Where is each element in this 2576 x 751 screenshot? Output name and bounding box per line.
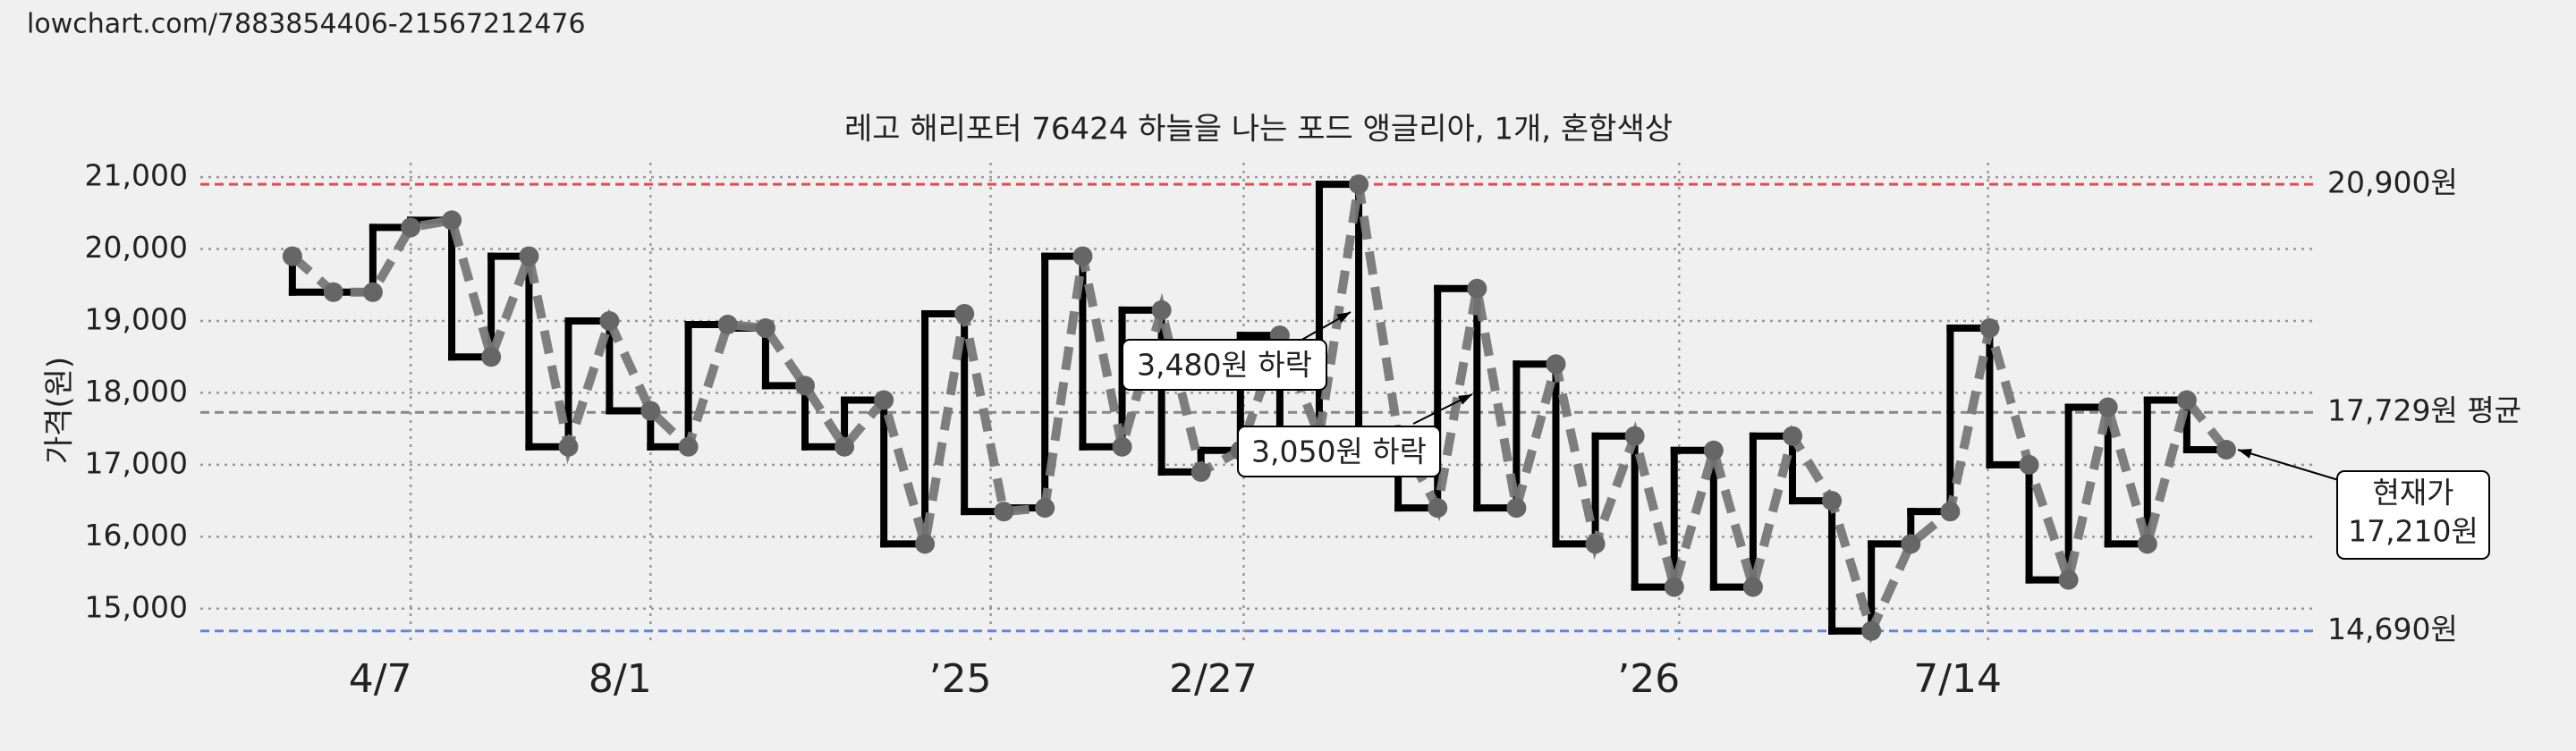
annotation-box bbox=[1122, 339, 1327, 391]
point bbox=[1822, 491, 1843, 511]
point bbox=[481, 347, 502, 367]
point bbox=[954, 303, 975, 324]
point bbox=[1546, 354, 1566, 375]
point bbox=[2097, 397, 2118, 418]
chart-title: 레고 해리포터 76424 하늘을 나는 포드 앵글리아, 1개, 혼합색상 bbox=[844, 112, 1673, 148]
annotation: 3,050원 하락 bbox=[1251, 435, 1427, 469]
y-tick-label: 20,000 bbox=[85, 230, 188, 265]
annotation-arrow bbox=[2237, 449, 2343, 482]
point bbox=[1467, 278, 1487, 299]
current-price-value: 17,210원 bbox=[2348, 514, 2479, 549]
arrow-head bbox=[1336, 312, 1351, 324]
y-tick-label: 18,000 bbox=[85, 374, 188, 409]
point bbox=[1585, 534, 1606, 554]
point bbox=[915, 534, 936, 554]
reference-label: 14,690원 bbox=[2327, 612, 2458, 646]
current-price-label: 현재가 bbox=[2372, 476, 2453, 511]
point bbox=[1072, 246, 1093, 266]
arrow-head bbox=[2238, 449, 2252, 459]
point bbox=[1901, 534, 1921, 554]
x-tick-label: 7/14 bbox=[1913, 656, 2002, 702]
y-axis-label: 가격(원) bbox=[42, 357, 78, 464]
point bbox=[1151, 300, 1172, 320]
point bbox=[599, 310, 620, 331]
point bbox=[835, 436, 855, 457]
point bbox=[1191, 461, 1211, 482]
source-url: lowchart.com/7883854406-21567212476 bbox=[27, 9, 586, 40]
point bbox=[1742, 577, 1763, 597]
y-tick-label: 17,000 bbox=[85, 445, 188, 480]
point bbox=[442, 210, 462, 231]
point bbox=[1861, 620, 1882, 641]
y-tick-label: 21,000 bbox=[85, 158, 188, 193]
trend-line bbox=[289, 183, 2230, 644]
point bbox=[519, 246, 539, 266]
reference-label: 20,900원 bbox=[2327, 165, 2458, 200]
point bbox=[1979, 318, 2000, 339]
point bbox=[1783, 426, 1803, 446]
point bbox=[874, 390, 894, 410]
x-tick-label: ’25 bbox=[929, 656, 992, 702]
point bbox=[678, 436, 699, 457]
point bbox=[1506, 498, 1527, 519]
y-tick-label: 19,000 bbox=[85, 301, 188, 336]
y-tick-label: 15,000 bbox=[85, 589, 188, 624]
point bbox=[1940, 502, 1961, 522]
point bbox=[323, 282, 343, 302]
point bbox=[717, 315, 738, 335]
x-tick-label: ’26 bbox=[1617, 656, 1680, 702]
point bbox=[2137, 534, 2157, 554]
point bbox=[1035, 498, 1055, 519]
annotation: 3,480원 하락 bbox=[1137, 348, 1312, 383]
point bbox=[2019, 454, 2039, 475]
reference-label: 17,729원 평균 bbox=[2327, 393, 2521, 428]
point bbox=[558, 436, 579, 457]
point bbox=[362, 282, 383, 302]
point bbox=[795, 376, 815, 396]
point bbox=[1703, 440, 1724, 460]
x-tick-label: 2/27 bbox=[1169, 656, 1258, 702]
current-price-box bbox=[2336, 470, 2490, 560]
point bbox=[2216, 439, 2236, 460]
x-tick-label: 8/1 bbox=[589, 656, 652, 702]
x-tick-label: 4/7 bbox=[349, 656, 412, 702]
point bbox=[994, 502, 1014, 522]
point bbox=[640, 401, 661, 421]
point bbox=[755, 318, 775, 339]
point bbox=[282, 246, 302, 266]
point bbox=[1624, 426, 1645, 446]
y-tick-label: 16,000 bbox=[85, 518, 188, 553]
point bbox=[1349, 174, 1369, 195]
annotation-box bbox=[1237, 426, 1441, 477]
point bbox=[1112, 436, 1132, 457]
point bbox=[401, 217, 421, 238]
point bbox=[2058, 570, 2079, 590]
arrow-head bbox=[1458, 394, 1472, 405]
point bbox=[1428, 498, 1448, 519]
point bbox=[1664, 577, 1684, 597]
point bbox=[2176, 390, 2197, 410]
